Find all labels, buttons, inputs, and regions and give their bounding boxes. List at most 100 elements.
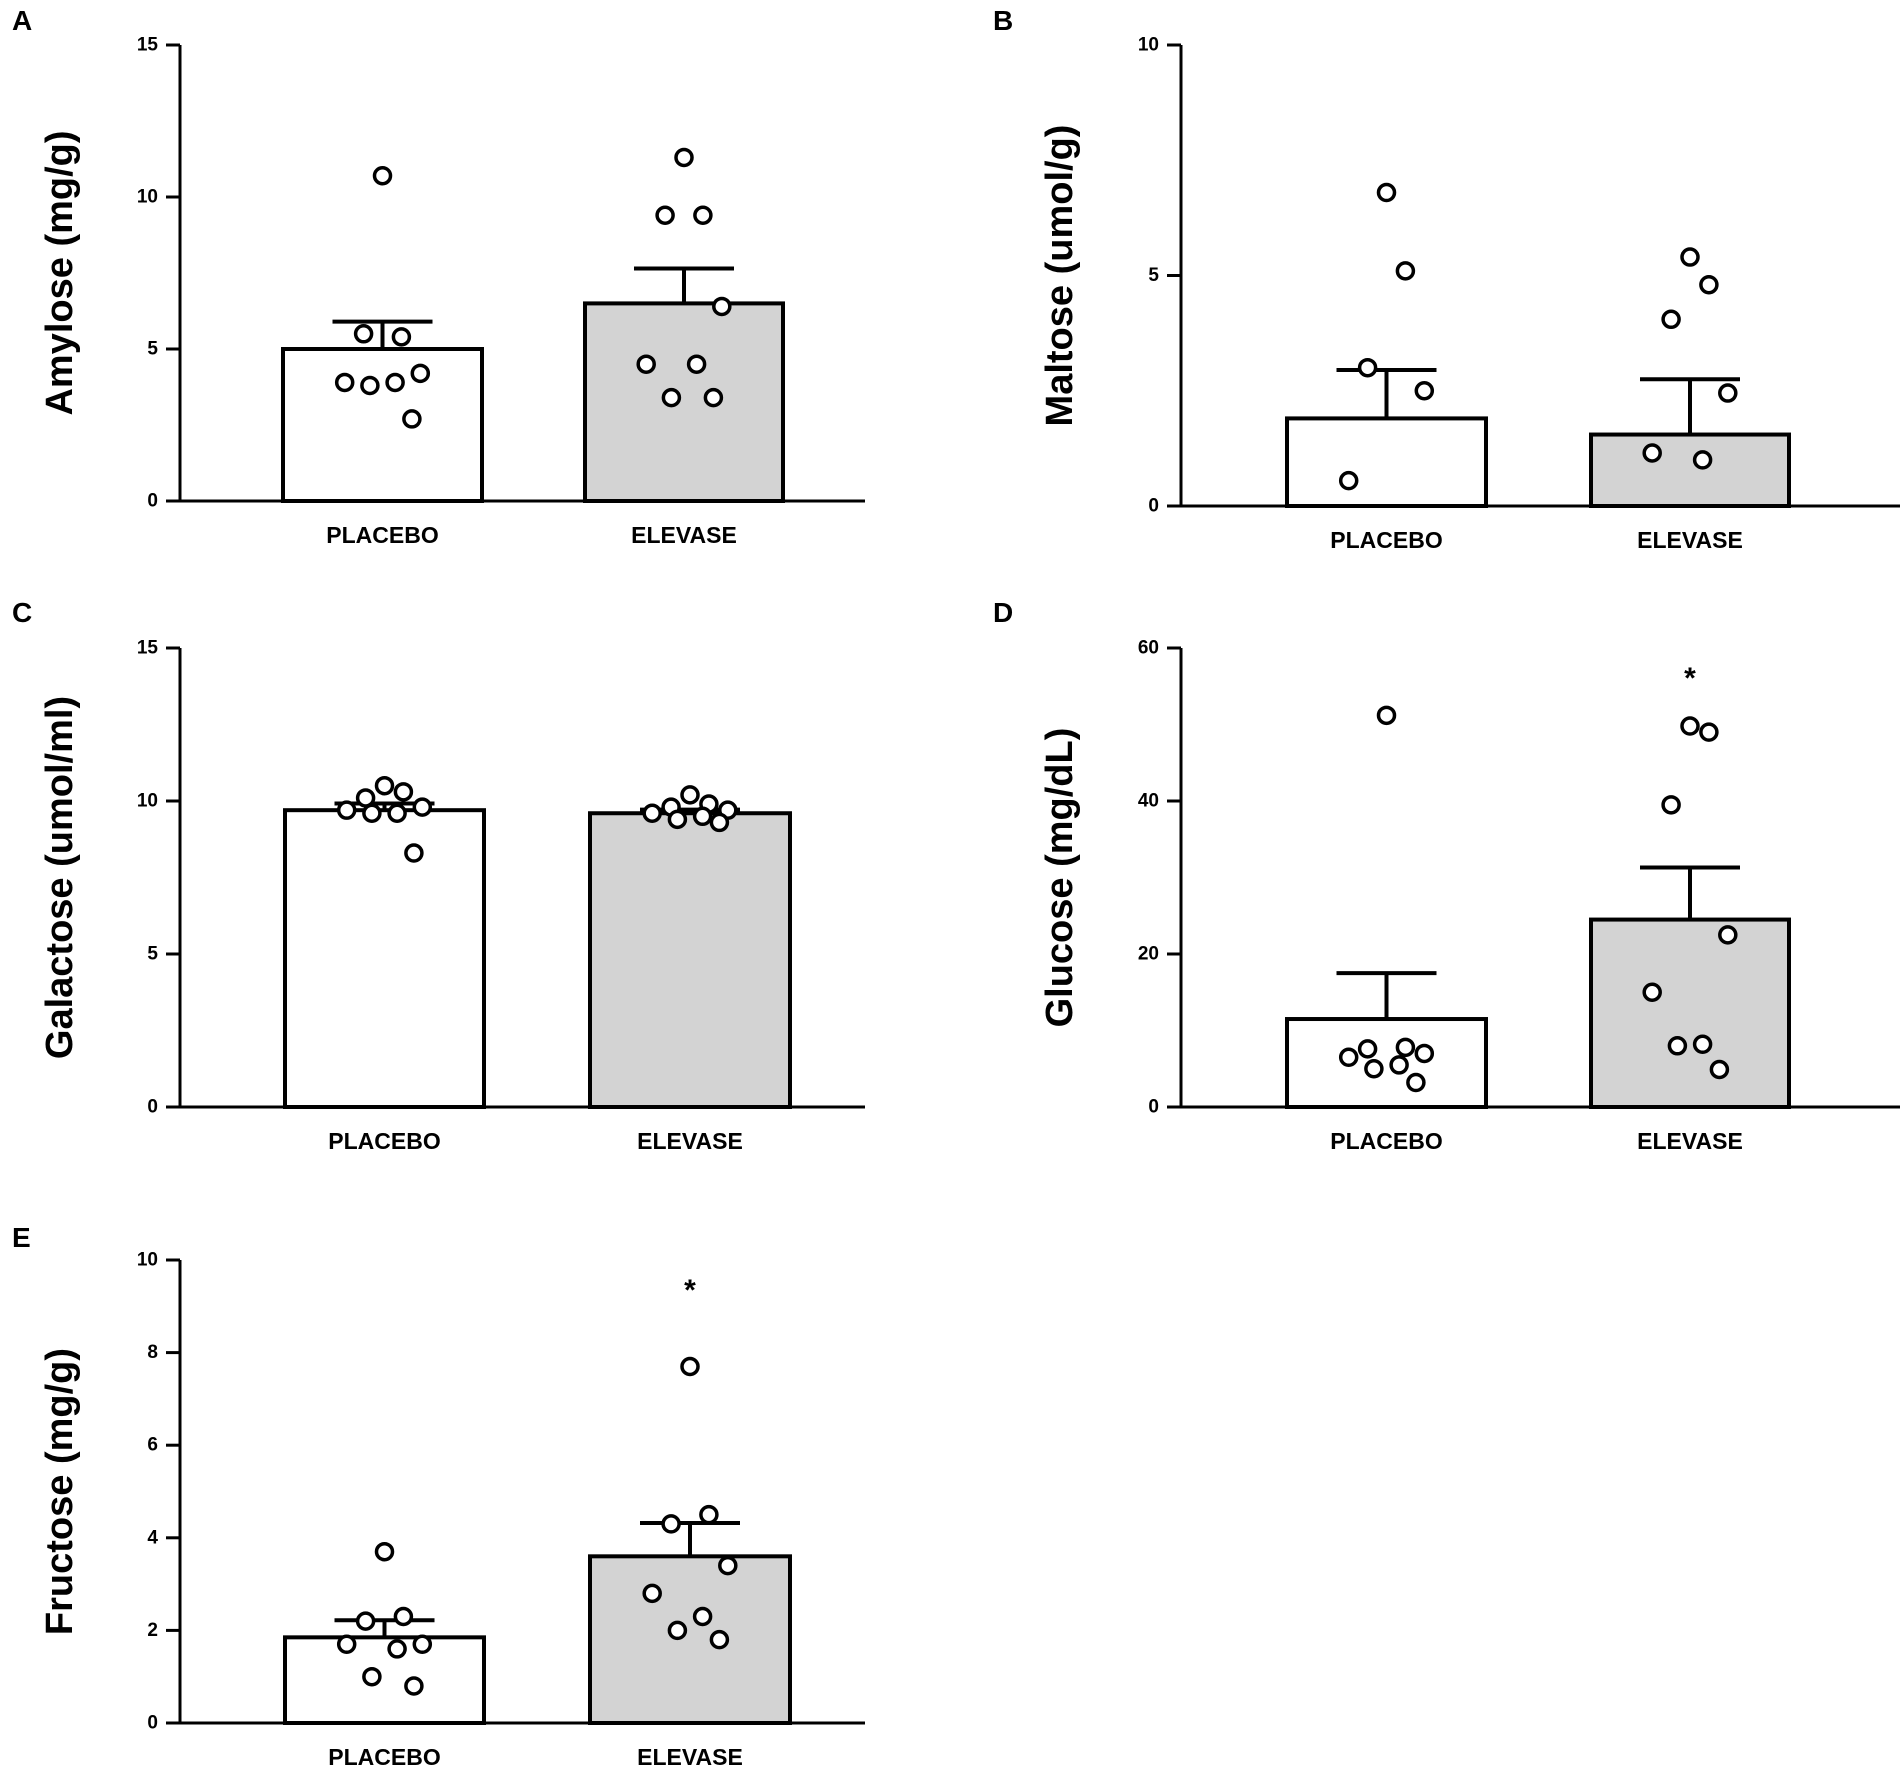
panel-letter: B — [993, 5, 1013, 36]
data-point — [1414, 381, 1435, 401]
data-point — [709, 812, 730, 833]
data-point — [686, 354, 707, 374]
y-tick-label: 2 — [147, 1620, 158, 1641]
panel-letter: C — [12, 597, 32, 628]
y-tick-label: 5 — [147, 339, 158, 360]
data-point — [1364, 1059, 1384, 1079]
data-point — [412, 1634, 433, 1655]
data-point — [355, 1611, 376, 1631]
data-point — [360, 375, 380, 396]
data-point — [636, 354, 656, 374]
x-tick-label: ELEVASE — [637, 1744, 743, 1766]
data-point — [353, 324, 374, 344]
y-tick-label: 5 — [147, 944, 158, 965]
y-tick-label: 10 — [137, 187, 158, 208]
x-tick-label: PLACEBO — [1330, 1128, 1442, 1154]
y-axis-label: Fructose (mg/g) — [39, 1348, 81, 1635]
panel-c: C Galactose (umol/ml) PLACEBO ELEVASE 0 5 10 15 — [12, 597, 865, 1154]
y-tick-label: 15 — [137, 638, 159, 659]
data-point — [1376, 705, 1397, 726]
y-tick-label: 0 — [147, 491, 158, 512]
data-point — [1406, 1072, 1426, 1093]
data-point — [1357, 357, 1378, 378]
data-point — [1680, 716, 1700, 736]
data-point — [362, 803, 382, 823]
data-point — [667, 809, 688, 830]
y-axis-label: Glucose (mg/dL) — [1039, 728, 1081, 1028]
data-point — [374, 1541, 395, 1562]
data-point — [692, 806, 713, 827]
data-point — [680, 785, 700, 805]
data-point — [1718, 925, 1738, 945]
data-point — [1680, 247, 1700, 267]
data-point — [692, 1606, 713, 1627]
y-tick-label: 20 — [1138, 944, 1159, 965]
data-point — [1642, 443, 1662, 463]
bar-placebo — [283, 1635, 486, 1725]
data-point — [374, 775, 395, 796]
x-tick-label: PLACEBO — [1330, 527, 1442, 553]
panel-a: A Amylose (mg/g) PLACEBO ELEVASE 0 5 10 15 — [12, 5, 865, 548]
y-tick-label: 10 — [1138, 35, 1159, 56]
x-tick-label: ELEVASE — [637, 1128, 743, 1154]
y-tick-label: 0 — [147, 1097, 158, 1118]
data-point — [1395, 1037, 1416, 1058]
data-point — [387, 1639, 407, 1659]
data-point — [385, 372, 405, 393]
data-point — [1661, 795, 1681, 815]
data-point — [693, 205, 713, 225]
data-point — [642, 803, 662, 823]
y-tick-label: 6 — [147, 1435, 158, 1456]
data-point — [404, 843, 424, 863]
data-point — [1395, 261, 1416, 281]
data-point — [718, 1555, 738, 1576]
data-point — [1376, 182, 1397, 203]
bar-elevase — [1589, 432, 1791, 509]
x-tick-label: ELEVASE — [631, 522, 737, 548]
y-tick-label: 5 — [1148, 265, 1159, 286]
y-axis-label: Amylose (mg/g) — [39, 130, 81, 415]
data-point — [680, 1356, 700, 1377]
bar-elevase — [588, 811, 792, 1109]
data-point — [674, 147, 694, 168]
bar-placebo — [1285, 1017, 1488, 1110]
significance-marker: * — [684, 1274, 696, 1307]
x-tick-label: PLACEBO — [326, 522, 438, 548]
data-point — [410, 363, 431, 384]
data-point — [402, 409, 422, 429]
bar-elevase — [1589, 917, 1791, 1110]
data-point — [1389, 1055, 1409, 1075]
y-tick-label: 8 — [147, 1342, 158, 1363]
data-point — [393, 782, 414, 802]
data-point — [1357, 1039, 1378, 1059]
data-point — [336, 1634, 357, 1655]
data-point — [661, 1514, 681, 1534]
data-point — [661, 387, 682, 408]
y-tick-label: 0 — [1148, 496, 1159, 517]
bar-elevase — [583, 301, 785, 503]
bar-placebo — [1285, 416, 1488, 508]
panel-letter: E — [12, 1222, 31, 1253]
y-tick-label: 0 — [1148, 1097, 1159, 1118]
panel-d: D Glucose (mg/dL) PLACEBO * ELEVASE 0 20 40 60 — [993, 597, 1900, 1154]
data-point — [1667, 1036, 1688, 1056]
bar-elevase — [588, 1554, 792, 1725]
panel-e: E Fructose (mg/g) PLACEBO * ELEVASE 0 2 4 6 8 10 — [12, 1222, 865, 1766]
data-point — [387, 803, 407, 823]
data-point — [391, 327, 412, 347]
x-tick-label: PLACEBO — [328, 1744, 440, 1766]
bar-placebo — [283, 808, 486, 1109]
data-point — [642, 1583, 662, 1604]
x-tick-label: ELEVASE — [1637, 1128, 1743, 1154]
y-tick-label: 10 — [137, 791, 158, 812]
panel-b: B Maltose (umol/g) PLACEBO ELEVASE 0 5 10 — [993, 5, 1900, 553]
bar-placebo — [281, 347, 484, 503]
data-point — [1692, 450, 1713, 470]
data-point — [336, 800, 357, 820]
data-point — [712, 296, 732, 317]
data-point — [1699, 722, 1719, 742]
y-tick-label: 15 — [137, 35, 159, 56]
data-point — [393, 1606, 414, 1627]
data-point — [1709, 1059, 1730, 1080]
